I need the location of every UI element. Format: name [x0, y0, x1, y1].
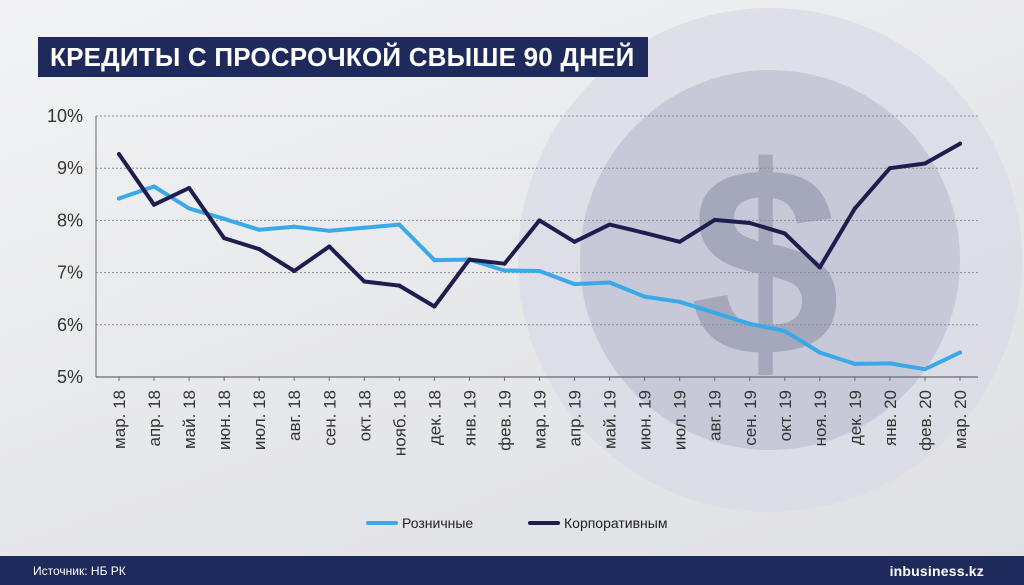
- data-point-retail: [887, 361, 892, 366]
- data-point-retail: [327, 228, 332, 233]
- data-point-corporate: [922, 161, 927, 166]
- data-point-retail: [537, 269, 542, 274]
- footer-bar: Источник: НБ РК inbusiness.kz: [0, 556, 1024, 585]
- data-point-corporate: [747, 221, 752, 226]
- data-point-corporate: [292, 269, 297, 274]
- x-tick-label: фев. 20: [916, 390, 935, 451]
- data-point-retail: [958, 350, 962, 355]
- x-tick-label: дек. 19: [846, 390, 865, 445]
- data-point-corporate: [327, 244, 332, 249]
- y-axis: 5% 6% 7% 8% 9% 10%: [47, 106, 97, 387]
- data-point-corporate: [187, 186, 192, 191]
- data-point-retail: [432, 258, 437, 263]
- data-point-retail: [922, 367, 927, 372]
- data-point-corporate: [958, 141, 962, 146]
- data-point-corporate: [117, 152, 121, 157]
- data-point-corporate: [782, 231, 787, 236]
- y-tick-label: 5%: [57, 367, 83, 387]
- data-point-corporate: [642, 230, 647, 235]
- data-point-corporate: [887, 166, 892, 171]
- x-tick-label: нояб. 18: [390, 390, 409, 456]
- x-tick-label: мар. 18: [110, 390, 129, 449]
- data-point-corporate: [677, 239, 682, 244]
- y-tick-label: 10%: [47, 106, 83, 126]
- data-point-corporate: [537, 218, 542, 223]
- x-tick-label: апр. 19: [566, 390, 585, 446]
- y-tick-label: 7%: [57, 263, 83, 283]
- x-axis: мар. 18 апр. 18 май. 18 июн. 18 июл. 18 авг. …: [110, 377, 970, 456]
- data-point-corporate: [432, 304, 437, 309]
- x-tick-label: авг. 18: [285, 390, 304, 441]
- data-point-retail: [222, 216, 227, 221]
- x-tick-label: окт. 19: [776, 390, 795, 441]
- y-tick-label: 6%: [57, 315, 83, 335]
- x-tick-label: июл. 19: [671, 390, 690, 450]
- x-tick-label: июн. 18: [215, 390, 234, 450]
- data-point-retail: [712, 310, 717, 315]
- data-point-retail: [852, 361, 857, 366]
- data-point-corporate: [607, 222, 612, 227]
- chart-title: КРЕДИТЫ С ПРОСРОЧКОЙ СВЫШЕ 90 ДНЕЙ: [50, 41, 635, 72]
- data-point-retail: [782, 329, 787, 334]
- chart-title-banner: КРЕДИТЫ С ПРОСРОЧКОЙ СВЫШЕ 90 ДНЕЙ: [38, 37, 649, 77]
- data-point-retail: [677, 299, 682, 304]
- source-note: Источник: НБ РК: [33, 563, 126, 578]
- x-tick-label: янв. 20: [881, 390, 900, 446]
- data-point-corporate: [817, 265, 822, 270]
- data-point-retail: [257, 227, 262, 232]
- dollar-coin-decoration: $: [518, 8, 1022, 512]
- chart-legend: Розничные Корпоративным: [366, 515, 667, 531]
- data-point-retail: [362, 225, 367, 230]
- data-point-corporate: [712, 217, 717, 222]
- data-point-retail: [397, 222, 402, 227]
- data-point-corporate: [362, 279, 367, 284]
- data-point-retail: [572, 282, 577, 287]
- data-point-retail: [747, 321, 752, 326]
- x-tick-label: мар. 20: [951, 390, 970, 449]
- coin-inner-disc: [580, 70, 960, 450]
- data-point-corporate: [467, 257, 472, 262]
- data-point-retail: [607, 280, 612, 285]
- data-point-retail: [152, 184, 157, 189]
- data-point-retail: [292, 224, 297, 229]
- data-point-retail: [817, 350, 822, 355]
- brand-logo: inbusiness.kz: [890, 563, 984, 579]
- data-point-corporate: [152, 202, 157, 207]
- x-tick-label: июн. 19: [636, 390, 655, 450]
- legend-label-retail: Розничные: [402, 515, 473, 531]
- data-point-corporate: [397, 283, 402, 288]
- y-tick-label: 8%: [57, 210, 83, 230]
- x-tick-label: дек. 18: [425, 390, 444, 445]
- x-tick-label: ноя. 19: [811, 390, 830, 446]
- x-tick-label: май. 18: [180, 390, 199, 449]
- x-tick-label: май. 19: [601, 390, 620, 449]
- data-point-retail: [502, 268, 507, 273]
- x-tick-label: сен. 19: [741, 390, 760, 446]
- y-tick-label: 9%: [57, 158, 83, 178]
- data-point-retail: [117, 196, 121, 201]
- x-tick-label: мар. 19: [531, 390, 550, 449]
- data-point-corporate: [852, 206, 857, 211]
- brand-name: business.kz: [902, 562, 984, 579]
- data-point-corporate: [502, 261, 507, 266]
- chart-series: [117, 141, 962, 372]
- brand-prefix: in: [889, 562, 903, 579]
- x-tick-label: сен. 18: [320, 390, 339, 446]
- data-point-retail: [642, 294, 647, 299]
- x-tick-label: фев. 19: [495, 390, 514, 451]
- x-tick-label: окт. 18: [355, 390, 374, 441]
- x-tick-label: янв. 19: [460, 390, 479, 446]
- x-tick-label: июл. 18: [250, 390, 269, 450]
- line-chart: $ 5% 6% 7% 8% 9% 10% мар. 18 апр. 18 май. 18 июн…: [47, 8, 1022, 531]
- data-point-corporate: [572, 239, 577, 244]
- data-point-retail: [187, 206, 192, 211]
- data-point-corporate: [257, 247, 262, 252]
- legend-label-corporate: Корпоративным: [564, 515, 667, 531]
- x-tick-label: авг. 19: [706, 390, 725, 441]
- x-tick-label: апр. 18: [145, 390, 164, 446]
- data-point-corporate: [222, 236, 227, 241]
